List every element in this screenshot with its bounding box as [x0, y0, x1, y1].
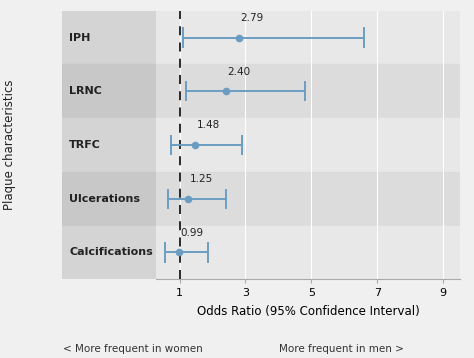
Text: 1.48: 1.48 — [197, 121, 220, 131]
Bar — [156, 64, 460, 118]
Text: Plaque characteristics: Plaque characteristics — [3, 80, 16, 210]
Bar — [62, 64, 156, 118]
Bar — [156, 172, 460, 226]
Text: Ulcerations: Ulcerations — [69, 194, 140, 204]
Bar — [156, 226, 460, 279]
Text: 2.40: 2.40 — [228, 67, 250, 77]
Text: 1.25: 1.25 — [190, 174, 213, 184]
Bar — [62, 11, 156, 64]
Bar — [156, 118, 460, 172]
Bar — [62, 172, 156, 226]
X-axis label: Odds Ratio (95% Confidence Interval): Odds Ratio (95% Confidence Interval) — [197, 305, 419, 318]
Text: 2.79: 2.79 — [240, 13, 264, 23]
Text: IPH: IPH — [69, 33, 91, 43]
Text: LRNC: LRNC — [69, 86, 102, 96]
Text: 0.99: 0.99 — [181, 228, 204, 238]
Bar — [62, 226, 156, 279]
Bar — [156, 11, 460, 64]
Text: TRFC: TRFC — [69, 140, 101, 150]
Text: More frequent in men >: More frequent in men > — [279, 344, 404, 354]
Bar — [62, 118, 156, 172]
Text: < More frequent in women: < More frequent in women — [63, 344, 202, 354]
Text: Calcifications: Calcifications — [69, 247, 153, 257]
